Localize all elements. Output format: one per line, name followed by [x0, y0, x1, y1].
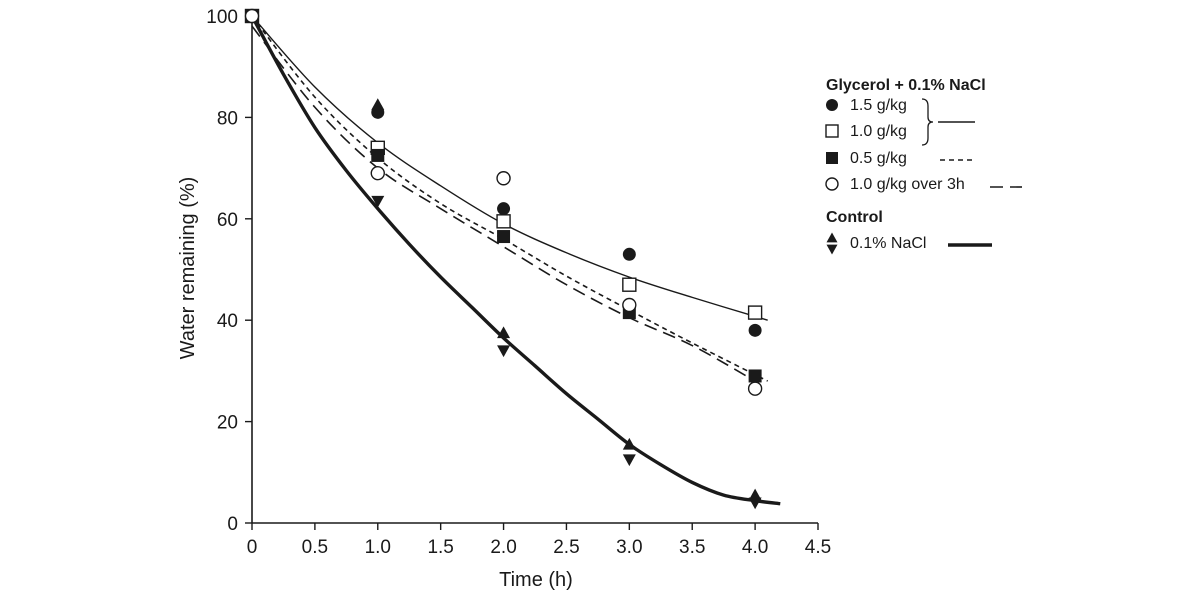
fit-curve-solid-thin — [251, 15, 768, 321]
data-point-triangle-up — [371, 98, 385, 110]
fit-curve-long-dash — [251, 25, 756, 382]
y-tick-label: 60 — [217, 210, 238, 231]
data-point-filled-circle — [748, 323, 762, 337]
x-tick-label: 2.5 — [553, 537, 579, 558]
legend-label: 1.5 g/kg — [850, 97, 907, 114]
data-point-triangle-up — [497, 326, 511, 339]
x-tick-label: 4.0 — [742, 537, 768, 558]
data-point-triangle-up — [748, 488, 762, 501]
x-tick-label: 1.0 — [365, 537, 391, 558]
data-point-triangle-up — [622, 437, 636, 450]
x-tick-label: 1.5 — [427, 537, 453, 558]
y-axis-title: Water remaining (%) — [177, 177, 199, 360]
y-tick-label: 20 — [217, 413, 238, 434]
axes: 0 0.5 1.0 1.5 2.0 2.5 3.0 3.5 4.0 4.5 0 20 40 60 80 100 — [206, 7, 831, 558]
data-point-open-square — [747, 305, 763, 320]
legend: 1.5 g/kg 1.0 g/kg 0.5 g/kg 1.0 g/kg over 3h… — [825, 97, 1022, 255]
x-tick-label: 3.0 — [616, 537, 642, 558]
data-point-open-circle — [622, 297, 637, 313]
legend-title-glycerol: Glycerol + 0.1% NaCl — [826, 77, 986, 94]
data-point-triangle-down — [497, 345, 511, 358]
data-point-triangle-down — [371, 195, 385, 208]
data-point-filled-circle — [497, 202, 511, 216]
data-point-filled-circle — [622, 247, 636, 261]
legend-label: 1.0 g/kg — [850, 123, 907, 140]
fit-curves — [250, 15, 781, 506]
x-tick-label: 0.5 — [302, 537, 328, 558]
x-axis-title: Time (h) — [499, 569, 573, 591]
y-tick-label: 0 — [227, 514, 238, 535]
legend-label: 1.0 g/kg over 3h — [850, 176, 965, 193]
data-point-open-square — [622, 277, 637, 292]
data-point-filled-square — [371, 148, 385, 162]
x-tick-label: 2.0 — [490, 537, 516, 558]
data-point-open-circle — [496, 171, 511, 186]
data-point-open-circle — [747, 381, 763, 396]
data-point-open-circle — [244, 8, 260, 24]
fit-curve-solid-thick — [250, 15, 781, 506]
x-tick-label: 4.5 — [805, 537, 831, 558]
x-tick-label: 3.5 — [679, 537, 705, 558]
legend-label: 0.5 g/kg — [850, 150, 907, 167]
data-point-open-square — [496, 214, 511, 229]
y-tick-label: 40 — [217, 311, 238, 332]
data-point-filled-square — [497, 230, 511, 244]
data-point-filled-square — [748, 369, 762, 383]
legend-marker-triangle-down — [826, 244, 838, 255]
legend-label: 0.1% NaCl — [850, 235, 926, 252]
data-points — [244, 8, 763, 510]
y-tick-label: 80 — [217, 108, 238, 129]
y-tick-label: 100 — [206, 7, 238, 28]
legend-marker-filled-square — [826, 152, 838, 164]
data-point-triangle-down — [622, 454, 636, 467]
data-point-triangle-down — [748, 497, 762, 510]
legend-title-control: Control — [826, 209, 883, 226]
x-tick-label: 0 — [247, 537, 258, 558]
legend-marker-open-circle — [825, 177, 839, 191]
legend-brace — [921, 98, 934, 146]
legend-marker-filled-circle — [826, 99, 838, 111]
legend-marker-triangle-up — [826, 232, 838, 243]
legend-marker-open-square — [825, 124, 839, 138]
fit-curve-short-dash — [251, 15, 769, 382]
data-point-open-circle — [370, 165, 385, 181]
